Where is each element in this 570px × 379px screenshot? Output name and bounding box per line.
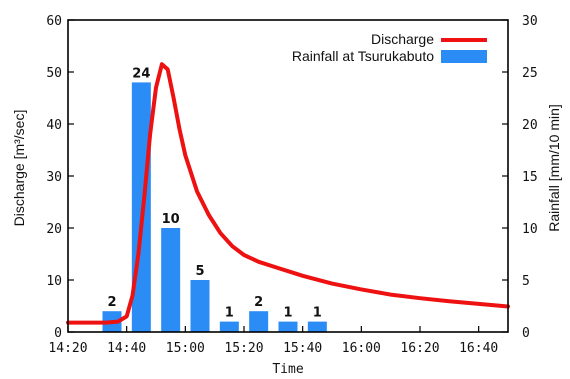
right-axis-ticks: 0 5 10 15 20 25 30 [502, 14, 538, 341]
x-axis-label: Time [272, 362, 303, 377]
rainfall-bar-label: 2 [254, 295, 263, 310]
rainfall-bar-label: 1 [313, 306, 322, 321]
rainfall-bar [249, 311, 269, 332]
right-tick-label: 10 [522, 222, 538, 237]
right-axis-label: Rainfall [mm/10 min] [546, 104, 562, 232]
left-tick-label: 60 [46, 14, 62, 29]
rainfall-bar [278, 321, 298, 332]
x-axis-ticks: 14:20 14:40 15:00 15:20 15:40 16:00 16:20 16:40 [48, 326, 498, 356]
left-tick-label: 20 [46, 222, 62, 237]
left-tick-label: 40 [46, 118, 62, 133]
right-tick-label: 5 [522, 274, 530, 289]
discharge-line [66, 62, 510, 325]
rainfall-bar [161, 228, 181, 332]
left-tick-label: 0 [54, 326, 62, 341]
rainfall-bar-label: 2 [107, 295, 116, 310]
legend-label-rainfall: Rainfall at Tsurukabuto [292, 48, 434, 64]
x-tick-label: 14:20 [48, 341, 87, 356]
rainfall-bar-label: 5 [195, 264, 204, 279]
x-tick-label: 16:40 [459, 341, 498, 356]
x-tick-label: 15:00 [166, 341, 205, 356]
left-tick-label: 30 [46, 170, 62, 185]
right-tick-label: 15 [522, 170, 538, 185]
rainfall-bar-label: 10 [162, 212, 180, 227]
rainfall-bar [307, 321, 327, 332]
rainfall-bar [190, 280, 210, 332]
x-tick-label: 14:40 [107, 341, 146, 356]
rainfall-bar-label: 1 [225, 306, 234, 321]
x-tick-label: 16:00 [342, 341, 381, 356]
right-tick-label: 20 [522, 118, 538, 133]
rainfall-bars [102, 82, 327, 333]
x-tick-label: 16:20 [400, 341, 439, 356]
left-tick-label: 10 [46, 274, 62, 289]
rainfall-bar-label: 24 [132, 66, 150, 81]
rainfall-bar-label: 1 [283, 306, 292, 321]
legend-swatch-rainfall [441, 50, 487, 63]
left-axis-label: Discharge [m³/sec] [11, 110, 27, 227]
x-tick-label: 15:20 [224, 341, 263, 356]
rainfall-bar [219, 321, 239, 332]
right-tick-label: 30 [522, 14, 538, 29]
right-tick-label: 0 [522, 326, 530, 341]
x-tick-label: 15:40 [283, 341, 322, 356]
legend-label-discharge: Discharge [371, 31, 434, 47]
left-axis-ticks: 0 10 20 30 40 50 60 [46, 14, 74, 341]
right-tick-label: 25 [522, 66, 538, 81]
rainfall-bar-labels: 2 24 10 5 1 2 1 1 [107, 66, 321, 320]
legend: Discharge Rainfall at Tsurukabuto [292, 31, 487, 64]
left-tick-label: 50 [46, 66, 62, 81]
